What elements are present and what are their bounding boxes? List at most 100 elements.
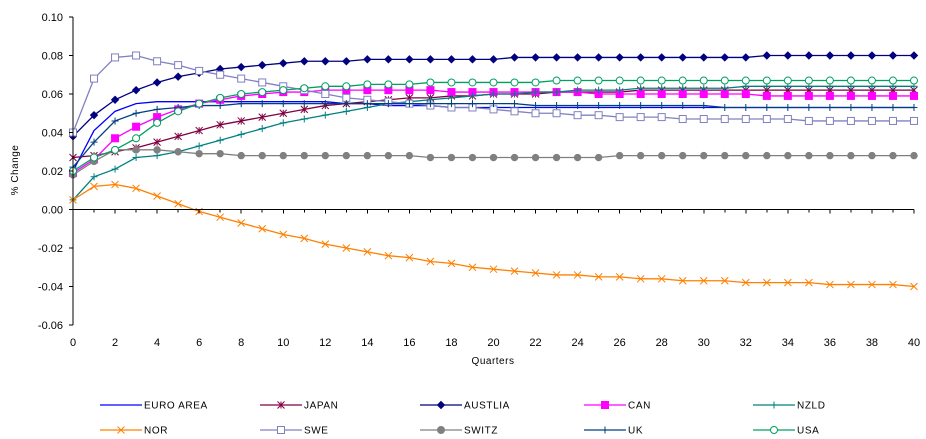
data-point (867, 116, 876, 125)
x-tick-label: 38 (866, 337, 878, 349)
data-point (468, 92, 476, 100)
data-point (342, 244, 351, 252)
data-point (216, 70, 225, 79)
data-point (279, 151, 287, 160)
data-point (258, 151, 266, 160)
data-point (616, 86, 624, 94)
data-point (279, 119, 287, 127)
x-tick-label: 30 (698, 337, 710, 349)
data-point (679, 84, 687, 92)
legend-label: CAN (628, 401, 651, 412)
data-point (174, 132, 182, 141)
data-point (132, 146, 140, 154)
data-point (720, 276, 729, 285)
x-axis-title: Quarters (472, 356, 515, 367)
legend-item-nor: NOR (100, 426, 167, 437)
x-tick-label: 20 (487, 337, 499, 349)
data-point (763, 151, 771, 160)
legend-item-usa: USA (753, 426, 819, 437)
data-point (658, 102, 666, 110)
data-point (153, 138, 161, 146)
data-point (195, 149, 203, 158)
data-point (447, 153, 456, 162)
x-tick-label: 32 (740, 337, 752, 349)
y-tick-label: -0.04 (38, 282, 63, 294)
data-point (846, 51, 856, 60)
data-point (595, 102, 603, 110)
data-point (174, 107, 183, 116)
data-point (236, 62, 246, 72)
data-point (510, 78, 519, 87)
data-point (678, 115, 687, 124)
data-point (805, 278, 813, 287)
data-point (426, 78, 435, 87)
data-point (910, 151, 918, 160)
legend-item-japan: JAPAN (260, 401, 338, 412)
data-point (279, 230, 288, 239)
data-point (552, 109, 561, 118)
data-point (679, 102, 687, 110)
data-point (636, 274, 645, 283)
data-point (426, 257, 435, 266)
series-nor (69, 180, 918, 291)
data-point (447, 78, 456, 87)
legend-label: EURO AREA (144, 401, 208, 412)
data-point (489, 78, 498, 87)
data-point (258, 113, 267, 121)
data-point (910, 282, 918, 291)
data-point (363, 80, 372, 89)
data-point (237, 100, 245, 108)
data-point (868, 151, 876, 160)
data-point (868, 103, 876, 111)
data-point (489, 153, 498, 162)
data-point (552, 153, 561, 162)
data-point (720, 115, 729, 124)
data-point (510, 107, 519, 116)
data-point (636, 113, 645, 122)
data-point (657, 76, 666, 85)
data-point (804, 76, 813, 85)
legend-item-nzld: NZLD (753, 401, 825, 412)
data-point (553, 88, 561, 96)
data-point (867, 91, 876, 100)
data-point (826, 151, 834, 160)
data-point (594, 53, 603, 62)
data-point (615, 273, 624, 281)
data-point (342, 151, 351, 160)
data-point (90, 138, 98, 146)
data-point (531, 109, 540, 118)
data-point (762, 91, 771, 100)
data-point (888, 76, 897, 85)
data-point (868, 280, 876, 289)
data-point (237, 90, 246, 98)
data-point (300, 234, 309, 243)
data-point (132, 109, 140, 117)
x-tick-label: 18 (445, 337, 457, 349)
data-point (783, 91, 792, 100)
data-point (552, 271, 561, 279)
series-layer (68, 51, 919, 291)
data-point (783, 278, 792, 287)
y-tick-label: -0.06 (38, 320, 63, 332)
data-point (888, 51, 898, 60)
series-line-nor (72, 183, 915, 288)
x-tick-label: 28 (656, 337, 668, 349)
data-point (279, 86, 288, 95)
data-point (258, 88, 267, 97)
data-point (721, 151, 729, 160)
y-tick-label: 0.06 (42, 89, 63, 101)
data-point (510, 53, 519, 62)
data-point (468, 55, 477, 64)
data-point (594, 153, 603, 162)
x-tick-label: 24 (571, 337, 583, 349)
data-point (363, 151, 372, 160)
data-point (783, 51, 793, 60)
data-point (342, 100, 350, 108)
data-point (846, 116, 855, 125)
data-point (258, 100, 266, 108)
data-point (153, 105, 161, 113)
data-point (867, 51, 877, 60)
data-point (741, 76, 750, 85)
data-point (111, 180, 119, 189)
data-point (277, 426, 285, 434)
